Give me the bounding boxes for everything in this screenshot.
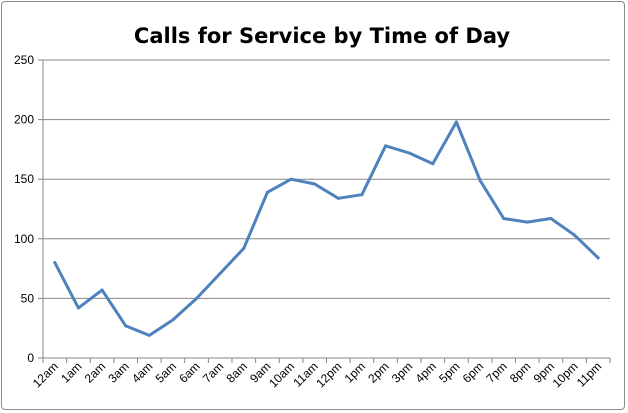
data-point bbox=[265, 190, 269, 194]
chart-title: Calls for Service by Time of Day bbox=[134, 24, 510, 48]
data-point bbox=[124, 324, 128, 328]
data-point bbox=[147, 333, 151, 337]
data-point bbox=[242, 246, 246, 250]
data-point bbox=[289, 177, 293, 181]
data-point bbox=[525, 220, 529, 224]
x-tick-label: 11am bbox=[290, 359, 321, 390]
data-point bbox=[596, 256, 600, 260]
data-point bbox=[195, 296, 199, 300]
data-point bbox=[407, 151, 411, 155]
data-point bbox=[336, 196, 340, 200]
y-tick-label: 0 bbox=[27, 351, 34, 365]
data-point bbox=[171, 318, 175, 322]
y-tick-label: 150 bbox=[14, 172, 34, 186]
series-line bbox=[53, 120, 600, 337]
data-point bbox=[313, 182, 317, 186]
x-tick-label: 4pm bbox=[413, 359, 439, 385]
x-tick-label: 5pm bbox=[436, 359, 462, 385]
x-axis: 12am1am2am3am4am5am6am7am8am9am10am11am1… bbox=[30, 60, 611, 390]
x-tick-label: 2am bbox=[82, 359, 108, 385]
data-point bbox=[549, 217, 553, 221]
x-tick-label: 11pm bbox=[574, 359, 605, 390]
data-point bbox=[478, 178, 482, 182]
x-tick-label: 10pm bbox=[550, 359, 581, 390]
data-point bbox=[218, 271, 222, 275]
x-tick-label: 6pm bbox=[460, 359, 486, 385]
x-tick-label: 3pm bbox=[389, 359, 415, 385]
y-tick-label: 50 bbox=[21, 291, 35, 305]
x-tick-label: 10am bbox=[266, 359, 297, 390]
y-tick-label: 100 bbox=[14, 232, 34, 246]
data-point bbox=[573, 233, 577, 237]
data-point bbox=[53, 261, 57, 265]
data-point bbox=[360, 193, 364, 197]
data-point bbox=[431, 162, 435, 166]
x-tick-label: 12pm bbox=[313, 359, 344, 390]
x-tick-label: 4am bbox=[129, 359, 155, 385]
y-tick-label: 250 bbox=[14, 53, 34, 67]
x-tick-label: 12am bbox=[30, 359, 61, 390]
data-point bbox=[100, 288, 104, 292]
x-tick-label: 1pm bbox=[342, 359, 368, 385]
x-tick-label: 8am bbox=[224, 359, 250, 385]
data-point bbox=[454, 120, 458, 124]
y-tick-label: 200 bbox=[14, 113, 34, 127]
data-point bbox=[502, 217, 506, 221]
x-tick-label: 7am bbox=[200, 359, 226, 385]
x-tick-label: 8pm bbox=[507, 359, 533, 385]
x-tick-label: 5am bbox=[153, 359, 179, 385]
data-point bbox=[384, 144, 388, 148]
x-tick-label: 1am bbox=[58, 359, 84, 385]
gridlines bbox=[43, 59, 610, 299]
x-tick-label: 7pm bbox=[483, 359, 509, 385]
y-axis-ticks: 0 50 100 150 200 250 bbox=[14, 53, 43, 365]
series-layer bbox=[53, 120, 600, 337]
x-tick-label: 2pm bbox=[365, 359, 391, 385]
x-tick-label: 6am bbox=[176, 359, 202, 385]
x-tick-label: 3am bbox=[105, 359, 131, 385]
data-point bbox=[76, 306, 80, 310]
